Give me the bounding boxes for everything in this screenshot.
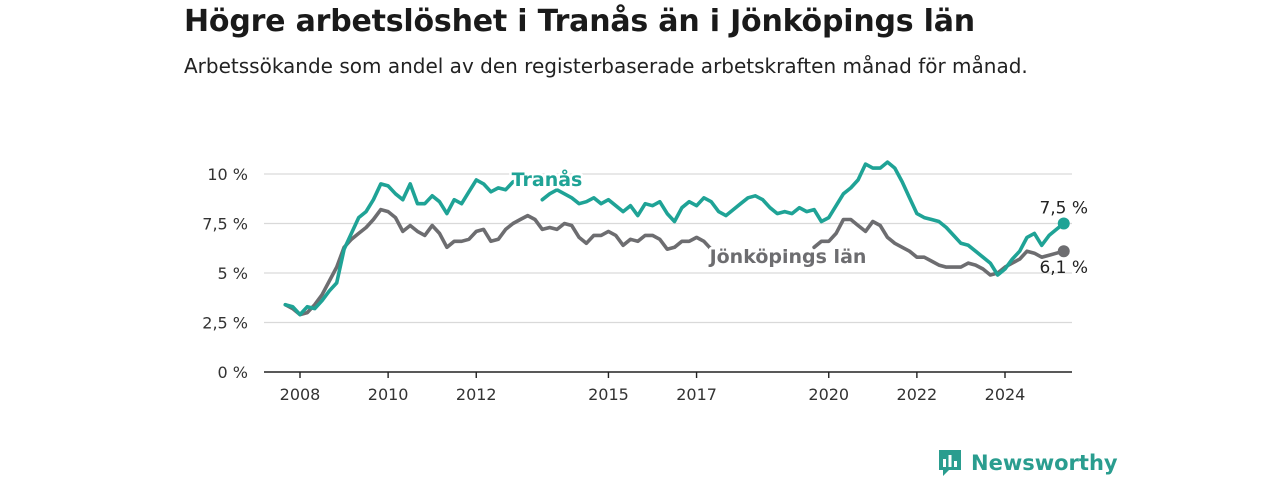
newsworthy-logo-icon [939, 450, 961, 476]
y-tick-label: 2,5 % [202, 314, 248, 333]
y-tick-label: 10 % [207, 165, 248, 184]
end-value-label-tranas: 7,5 % [1039, 199, 1088, 219]
x-axis: 2008 2010 2012 2015 2017 2020 2022 2024 [264, 371, 1072, 404]
x-tick-label: 2020 [808, 385, 849, 404]
chart-subtitle: Arbetssökande som andel av den registerb… [184, 54, 1028, 78]
x-tick-label: 2024 [985, 385, 1026, 404]
y-axis-tick-labels: 0 % 2,5 % 5 % 7,5 % 10 % [202, 165, 248, 382]
grid-lines [264, 173, 1072, 324]
x-tick-label: 2008 [280, 385, 321, 404]
series-lines [283, 160, 1070, 317]
brand: Newsworthy [937, 448, 1118, 478]
series-line-tranas [283, 160, 1066, 317]
series-labels: 7,5 % 6,1 % Tranås Jönköpings län [509, 165, 1088, 279]
end-value-label-jonkopings-lan: 6,1 % [1039, 258, 1088, 278]
x-tick-label: 2012 [456, 385, 497, 404]
series-end-point-jonkopings-lan [1057, 245, 1070, 258]
series-end-point-tranas [1057, 217, 1070, 230]
y-tick-label: 0 % [218, 363, 248, 382]
y-tick-label: 7,5 % [202, 215, 248, 234]
y-tick-label: 5 % [218, 264, 248, 283]
x-tick-label: 2017 [676, 385, 717, 404]
x-tick-label: 2010 [368, 385, 409, 404]
brand-name: Newsworthy [971, 451, 1118, 475]
x-tick-label: 2022 [897, 385, 938, 404]
series-label-jonkopings-lan: Jönköpings län [708, 246, 867, 268]
series-label-tranas: Tranås [512, 167, 583, 191]
x-tick-label: 2015 [588, 385, 629, 404]
line-chart: 0 % 2,5 % 5 % 7,5 % 10 % 2008 2010 2012 2015 201… [202, 160, 1088, 404]
chart-title: Högre arbetslöshet i Tranås än i Jönköpi… [184, 4, 975, 39]
series-line-jonkopings-lan [283, 207, 1066, 317]
